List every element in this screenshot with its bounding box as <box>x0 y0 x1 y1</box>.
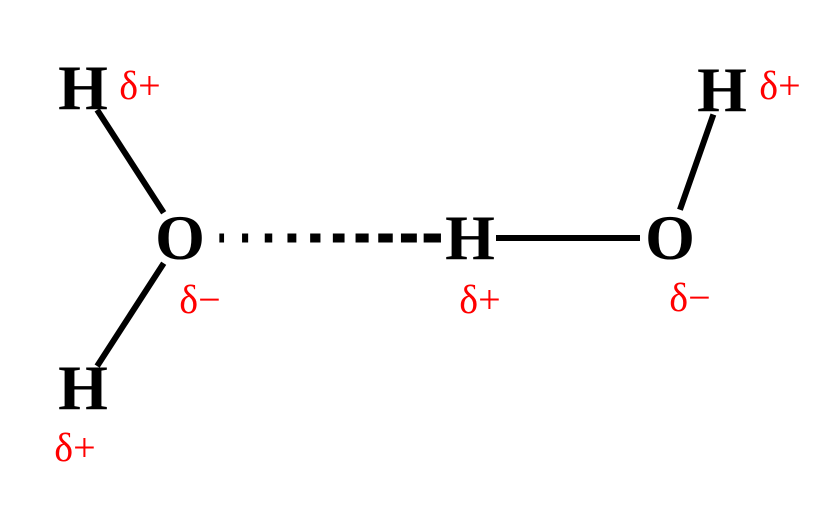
atom-O-left: O <box>155 206 205 270</box>
bond-solid <box>97 110 164 213</box>
atom-H-bottom-left: H <box>58 356 108 420</box>
hydrogen-bond-diagram: H O H H O H δ+ δ− δ+ δ+ δ− δ+ <box>0 0 840 512</box>
charge-O-left: δ− <box>179 280 220 320</box>
charge-H-middle: δ+ <box>459 280 500 320</box>
bond-solid <box>97 263 164 366</box>
charge-O-right: δ− <box>669 278 710 318</box>
atom-H-top-left: H <box>58 56 108 120</box>
atom-H-middle: H <box>445 206 495 270</box>
charge-H-top-left: δ+ <box>119 66 160 106</box>
atom-O-right: O <box>645 206 695 270</box>
bond-solid <box>680 115 713 210</box>
hydrogen-bond <box>222 234 433 243</box>
charge-H-bottom-left: δ+ <box>54 428 95 468</box>
atom-H-top-right: H <box>697 58 747 122</box>
charge-H-top-right: δ+ <box>759 66 800 106</box>
